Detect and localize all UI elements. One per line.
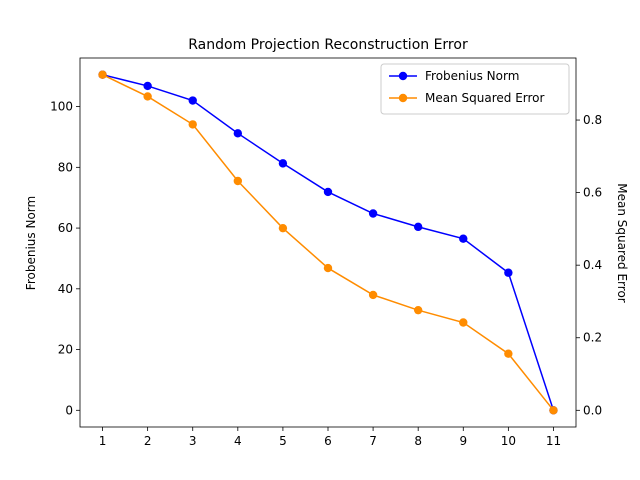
x-tick-label: 3	[189, 434, 197, 448]
x-tick-label: 8	[414, 434, 422, 448]
x-tick-label: 1	[99, 434, 107, 448]
data-point	[233, 129, 243, 138]
data-point	[323, 263, 333, 273]
data-point	[278, 223, 288, 233]
data-point	[413, 305, 423, 315]
x-tick-label: 11	[546, 434, 561, 448]
legend-label-0: Frobenius Norm	[425, 69, 519, 83]
right-y-tick-label: 0.0	[583, 403, 602, 417]
data-point	[459, 318, 468, 327]
right-y-tick-label: 0.4	[583, 258, 602, 272]
data-point	[278, 159, 288, 168]
data-point	[459, 234, 468, 243]
right-y-tick-label: 0.6	[583, 186, 602, 200]
right-y-tick-label: 0.2	[583, 331, 602, 345]
x-tick-label: 9	[459, 434, 467, 448]
legend: Frobenius Norm Mean Squared Error	[380, 63, 570, 115]
left-y-tick-label: 80	[58, 160, 73, 174]
data-point	[549, 406, 558, 415]
axes: 1 2 3 4 5 6 7 8 9 10 11 0 20 40 60 80 100 0.0 0.2 0.4 0.6 0.8	[50, 57, 602, 448]
x-tick-label: 10	[501, 434, 516, 448]
x-tick-label: 6	[324, 434, 332, 448]
data-point	[188, 120, 197, 129]
data-point	[188, 96, 197, 105]
data-point	[504, 349, 513, 358]
data-point	[413, 222, 423, 232]
plot-area	[98, 70, 558, 415]
right-y-tick-label: 0.8	[583, 113, 602, 127]
data-point	[323, 187, 333, 197]
legend-marker-1	[398, 93, 408, 103]
left-y-tick-label: 0	[65, 403, 73, 417]
data-point	[143, 81, 152, 91]
legend-label-1: Mean Squared Error	[425, 91, 545, 105]
data-point	[368, 209, 378, 218]
data-point	[143, 92, 152, 101]
series-line-1	[102, 74, 555, 411]
data-point	[504, 268, 513, 277]
left-axis-title: Frobenius Norm	[24, 196, 38, 290]
x-tick-label: 5	[279, 434, 287, 448]
data-point	[98, 70, 107, 79]
left-y-tick-label: 20	[58, 343, 73, 357]
legend-box	[380, 63, 570, 115]
x-tick-label: 7	[369, 434, 377, 448]
series-line-0	[102, 73, 555, 411]
legend-marker-0	[398, 71, 408, 81]
data-point	[233, 176, 243, 186]
left-y-tick-label: 60	[58, 221, 73, 235]
chart-title: Random Projection Reconstruction Error	[188, 37, 468, 53]
x-tick-label: 2	[144, 434, 152, 448]
left-y-tick-label: 100	[50, 100, 73, 114]
x-tick-label: 4	[234, 434, 242, 448]
right-axis-title: Mean Squared Error	[615, 183, 629, 303]
data-point	[368, 290, 378, 300]
left-y-tick-label: 40	[58, 282, 73, 296]
